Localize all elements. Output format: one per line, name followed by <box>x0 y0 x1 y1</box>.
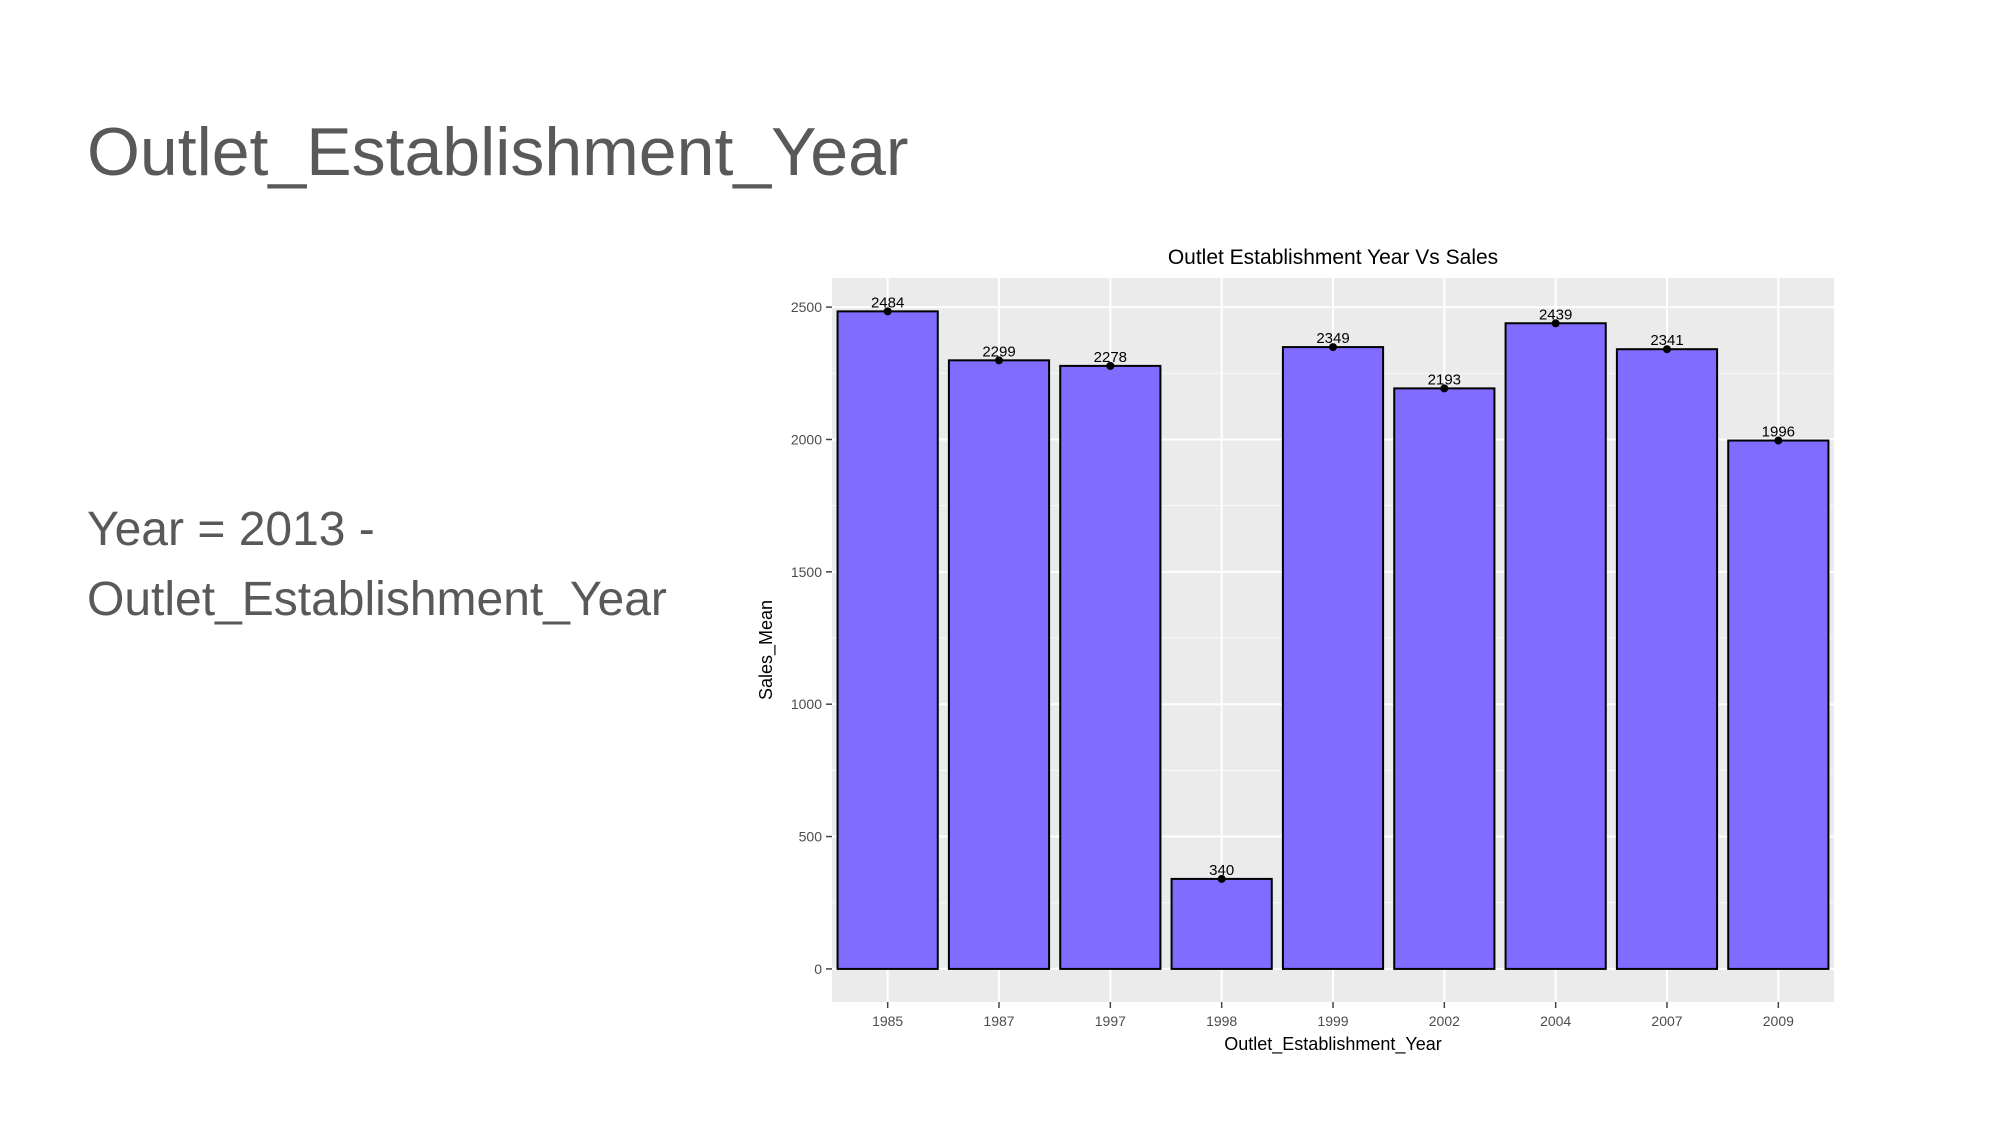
y-tick-label: 1000 <box>791 696 822 712</box>
slide-title: Outlet_Establishment_Year <box>87 114 909 190</box>
chart-container: 0 500 1000 1500 2000 2500 2484 1985 2299 1987 2278… <box>740 230 1850 1060</box>
bar <box>1393 387 1496 970</box>
formula-line-1: Year = 2013 - <box>87 503 375 556</box>
x-tick-label: 2007 <box>1651 1013 1682 1029</box>
x-axis-title: Outlet_Establishment_Year <box>1224 1034 1441 1055</box>
data-label: 2193 <box>1428 371 1461 388</box>
bar <box>1170 877 1273 970</box>
y-tick-label: 2500 <box>791 299 822 315</box>
x-tick-label: 1999 <box>1317 1013 1348 1029</box>
bar-point <box>1774 436 1783 445</box>
data-label: 340 <box>1209 862 1234 879</box>
y-tick-label: 500 <box>799 829 823 845</box>
data-label: 2341 <box>1650 332 1683 349</box>
data-label: 2439 <box>1539 306 1572 323</box>
data-label: 2299 <box>982 343 1015 360</box>
x-tick-label: 2004 <box>1540 1013 1571 1029</box>
x-tick-label: 1987 <box>983 1013 1014 1029</box>
bar <box>1727 439 1830 970</box>
bar-chart: 0 500 1000 1500 2000 2500 2484 1985 2299 1987 2278… <box>756 246 1834 1055</box>
bar-point <box>1440 384 1449 393</box>
data-label: 2349 <box>1316 330 1349 347</box>
bar-point <box>1329 343 1337 352</box>
y-tick-label: 1500 <box>791 564 822 580</box>
formula-line-2: Outlet_Establishment_Year <box>87 573 667 626</box>
x-tick-label: 1997 <box>1095 1013 1126 1029</box>
bar-point <box>883 307 892 316</box>
x-tick-label: 1985 <box>872 1013 903 1029</box>
year-formula: Year = 2013 - Outlet_Establishment_Year <box>87 495 767 635</box>
y-tick-label: 2000 <box>791 431 822 447</box>
bar <box>1504 322 1607 970</box>
chart-title: Outlet Establishment Year Vs Sales <box>1168 246 1498 269</box>
data-label: 2278 <box>1094 349 1127 366</box>
bar-point <box>995 356 1003 365</box>
x-tick-label: 2009 <box>1763 1013 1794 1029</box>
bar <box>1615 348 1719 970</box>
bar-point <box>1663 345 1671 354</box>
data-label: 1996 <box>1762 424 1795 441</box>
bar-point <box>1551 319 1560 328</box>
bar <box>947 359 1051 970</box>
y-tick-label: 0 <box>814 961 822 977</box>
bar-point <box>1217 874 1226 883</box>
x-tick-label: 1998 <box>1206 1013 1237 1029</box>
data-label: 2484 <box>871 294 904 311</box>
bar <box>1059 364 1162 970</box>
y-axis-title: Sales_Mean <box>756 600 777 700</box>
x-tick-label: 2002 <box>1429 1013 1460 1029</box>
bar <box>1281 346 1385 970</box>
bar <box>836 310 939 970</box>
bar-point <box>1106 361 1115 370</box>
